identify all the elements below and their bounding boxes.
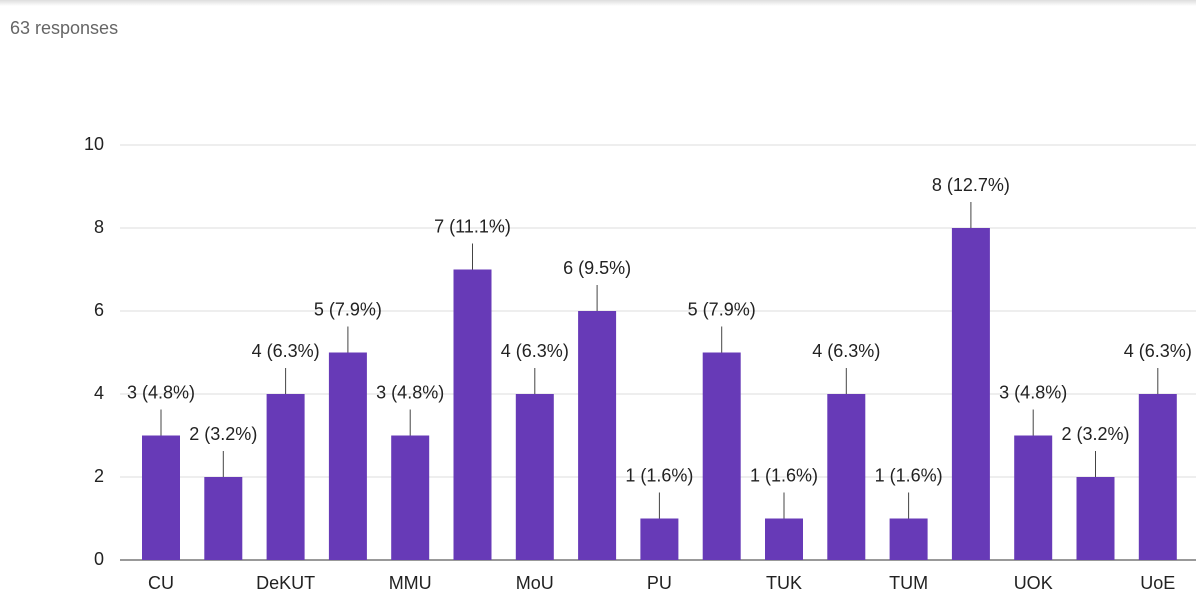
bar — [266, 394, 305, 560]
bar — [1076, 477, 1115, 560]
value-label: 4 (6.3%) — [252, 341, 320, 361]
bar — [453, 269, 492, 560]
value-label: 4 (6.3%) — [501, 341, 569, 361]
value-label: 1 (1.6%) — [875, 465, 943, 485]
y-tick-label: 8 — [94, 217, 104, 237]
x-tick-label: UOK — [1014, 573, 1053, 593]
x-tick-label: CU — [148, 573, 174, 593]
response-count: 63 responses — [10, 18, 119, 38]
bar — [578, 311, 617, 560]
bar — [889, 518, 928, 560]
value-label: 8 (12.7%) — [932, 175, 1010, 195]
value-label: 4 (6.3%) — [812, 341, 880, 361]
bar — [204, 477, 243, 560]
y-tick-label: 6 — [94, 300, 104, 320]
value-label: 1 (1.6%) — [750, 465, 818, 485]
value-label: 2 (3.2%) — [1061, 424, 1129, 444]
x-tick-label: TUM — [889, 573, 928, 593]
x-tick-label: MoU — [516, 573, 554, 593]
y-tick-label: 10 — [84, 134, 104, 154]
y-tick-label: 4 — [94, 383, 104, 403]
y-tick-label: 2 — [94, 466, 104, 486]
bar — [1014, 435, 1053, 560]
value-label: 3 (4.8%) — [376, 382, 444, 402]
bar — [142, 435, 180, 560]
bar — [702, 352, 741, 560]
value-label: 4 (6.3%) — [1124, 341, 1192, 361]
bar — [951, 228, 990, 560]
bar — [1138, 394, 1177, 560]
value-label: 2 (3.2%) — [189, 424, 257, 444]
bar — [765, 518, 803, 560]
bar — [515, 394, 554, 560]
bar — [827, 394, 866, 560]
x-tick-label: TUK — [766, 573, 802, 593]
value-label: 5 (7.9%) — [314, 299, 382, 319]
top-shadow — [0, 0, 1196, 6]
y-tick-label: 0 — [94, 549, 104, 569]
x-tick-label: PU — [647, 573, 672, 593]
value-label: 3 (4.8%) — [127, 382, 195, 402]
bar — [328, 352, 367, 560]
x-tick-label: UoE — [1140, 573, 1175, 593]
value-label: 3 (4.8%) — [999, 382, 1067, 402]
bar — [640, 518, 679, 560]
value-label: 5 (7.9%) — [688, 299, 756, 319]
value-label: 7 (11.1%) — [434, 216, 511, 236]
value-label: 1 (1.6%) — [625, 465, 693, 485]
x-tick-label: DeKUT — [256, 573, 315, 593]
x-tick-label: MMU — [389, 573, 432, 593]
bar — [391, 435, 430, 560]
value-label: 6 (9.5%) — [563, 258, 631, 278]
